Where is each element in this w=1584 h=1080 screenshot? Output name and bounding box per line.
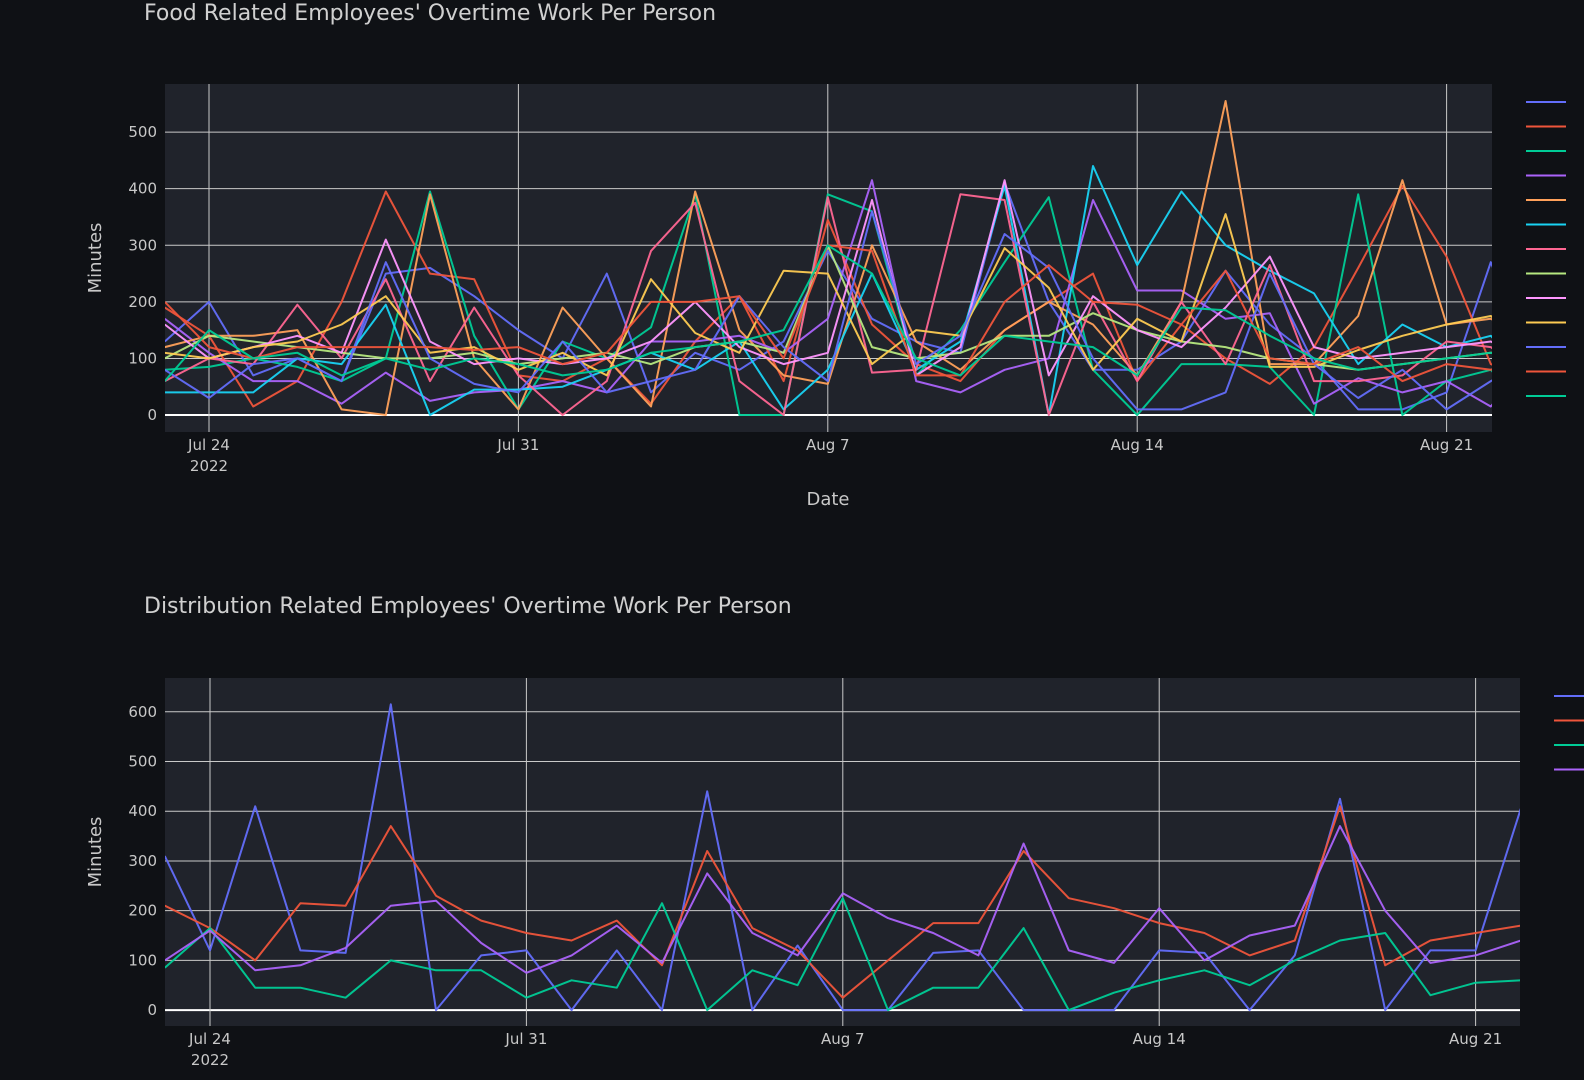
series-line-10[interactable]: [165, 213, 1584, 377]
x-tick-label: Aug 14: [1133, 1030, 1186, 1048]
x-tick-label: Aug 7: [821, 1030, 865, 1048]
y-tick-label: 400: [128, 180, 157, 198]
chart-title: Food Related Employees' Overtime Work Pe…: [144, 1, 716, 26]
y-tick-label: 0: [147, 406, 157, 424]
food-overtime-chart: Food Related Employees' Overtime Work Pe…: [85, 1, 1584, 510]
y-tick-label: 0: [147, 1001, 157, 1019]
series-line-2[interactable]: [165, 805, 1521, 999]
y-tick-label: 400: [128, 802, 157, 820]
y-axis-label: Minutes: [85, 223, 106, 294]
series-lines: [165, 100, 1584, 416]
x-tick-label: Jul 31: [504, 1030, 547, 1048]
y-tick-label: 300: [128, 236, 157, 254]
series-line-12[interactable]: [165, 244, 1584, 383]
x-tick-year-label: 2022: [190, 457, 228, 475]
x-tick-label: Jul 24: [187, 436, 230, 454]
series-line-4[interactable]: [165, 179, 1584, 408]
chart-title: Distribution Related Employees' Overtime…: [144, 594, 792, 619]
y-tick-label: 300: [128, 852, 157, 870]
legend[interactable]: [1554, 695, 1584, 771]
y-tick-label: 500: [128, 123, 157, 141]
x-axis-label: Date: [806, 489, 849, 510]
y-axis: 0 100 200 300 400 500 600: [128, 703, 157, 1019]
series-lines: [165, 703, 1521, 1012]
x-tick-label: Jul 24: [188, 1030, 231, 1048]
y-tick-label: 500: [128, 753, 157, 771]
x-tick-label: Aug 14: [1111, 436, 1164, 454]
x-tick-label: Aug 21: [1449, 1030, 1502, 1048]
series-line-5[interactable]: [165, 100, 1584, 416]
y-axis: 0 100 200 300 400 500: [128, 123, 157, 424]
series-line-1[interactable]: [165, 703, 1521, 1012]
series-line-4[interactable]: [165, 825, 1521, 974]
y-tick-label: 100: [128, 951, 157, 969]
distribution-overtime-chart: Distribution Related Employees' Overtime…: [85, 594, 1584, 1069]
y-tick-label: 100: [128, 349, 157, 367]
y-tick-label: 200: [128, 902, 157, 920]
legend[interactable]: [1526, 101, 1566, 397]
x-tick-label: Aug 7: [806, 436, 850, 454]
series-line-3[interactable]: [165, 897, 1521, 1012]
y-tick-label: 600: [128, 703, 157, 721]
y-tick-label: 200: [128, 293, 157, 311]
y-axis-label: Minutes: [85, 817, 106, 888]
x-tick-year-label: 2022: [191, 1051, 229, 1069]
series-line-13[interactable]: [165, 244, 1584, 382]
series-line-11[interactable]: [165, 210, 1584, 411]
x-tick-label: Jul 31: [496, 436, 539, 454]
x-axis: Jul 24 2022 Jul 31 Aug 7 Aug 14 Aug 21: [188, 1030, 1502, 1069]
x-axis: Jul 24 2022 Jul 31 Aug 7 Aug 14 Aug 21: [187, 436, 1473, 475]
x-tick-label: Aug 21: [1420, 436, 1473, 454]
